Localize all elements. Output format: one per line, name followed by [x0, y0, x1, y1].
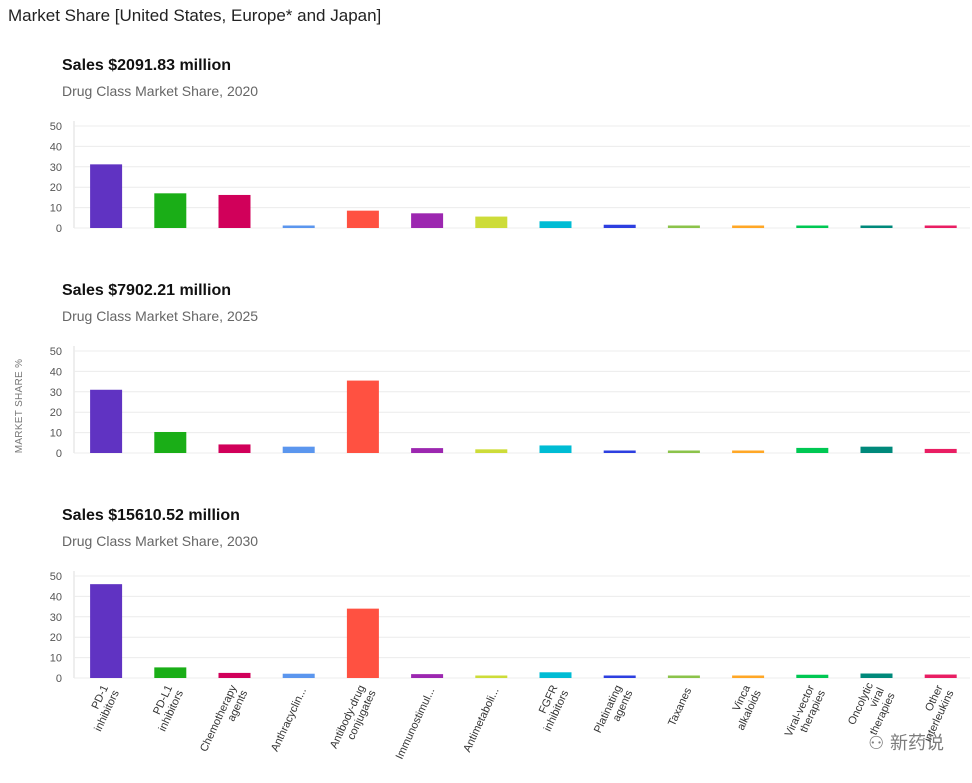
page-title: Market Share [United States, Europe* and…	[8, 6, 382, 25]
bar[interactable]	[218, 672, 251, 678]
x-tick-label: FGFRinhibitors	[531, 683, 572, 733]
bar[interactable]	[90, 164, 123, 228]
bar[interactable]	[154, 193, 187, 228]
bar[interactable]	[732, 225, 765, 229]
bar[interactable]	[411, 213, 444, 228]
bar[interactable]	[796, 447, 829, 453]
bar[interactable]	[475, 449, 508, 453]
x-tick-label: Taxanes	[666, 685, 694, 728]
bar[interactable]	[603, 224, 636, 228]
y-tick-label: 0	[56, 673, 62, 685]
x-tick-label: Antibody-drugconjugates	[328, 683, 379, 756]
y-tick-label: 10	[50, 653, 62, 665]
bar[interactable]	[346, 210, 379, 228]
y-tick-label: 30	[50, 612, 62, 624]
x-tick-label: Vincaalkaloids	[724, 683, 764, 733]
y-tick-label: 40	[50, 141, 62, 153]
y-tick-label: 0	[56, 448, 62, 460]
y-tick-label: 50	[50, 571, 62, 583]
bar[interactable]	[667, 225, 700, 229]
bar[interactable]	[732, 450, 765, 454]
bar[interactable]	[90, 389, 123, 453]
watermark-text: 新药说	[890, 733, 944, 754]
bar[interactable]	[539, 445, 572, 453]
bar[interactable]	[539, 221, 572, 228]
y-tick-label: 10	[50, 428, 62, 440]
bar[interactable]	[924, 225, 957, 229]
x-tick-label: PD-1inhibitors	[82, 683, 123, 733]
bar[interactable]	[411, 674, 444, 678]
bar[interactable]	[603, 450, 636, 454]
x-tick-label: Antimetaboli...	[461, 686, 501, 754]
x-tick-label: Chemotherapyagents	[198, 683, 250, 759]
panel-2-title: Sales $7902.21 million	[62, 282, 231, 299]
bar[interactable]	[154, 431, 187, 453]
y-tick-label: 20	[50, 632, 62, 644]
bar[interactable]	[346, 608, 379, 678]
bar[interactable]	[411, 448, 444, 453]
bar[interactable]	[218, 194, 251, 228]
x-tick-label: Viral-vectortherapies	[783, 683, 828, 744]
bar[interactable]	[667, 675, 700, 679]
x-tick-label: Platinatingagents	[592, 683, 636, 740]
panel-2-subtitle: Drug Class Market Share, 2025	[62, 308, 259, 324]
bar[interactable]	[346, 380, 379, 453]
panel-1-subtitle: Drug Class Market Share, 2020	[62, 83, 259, 99]
bar[interactable]	[860, 673, 893, 678]
bar[interactable]	[539, 672, 572, 678]
y-tick-label: 50	[50, 346, 62, 358]
x-tick-label-line: Antimetaboli...	[461, 686, 501, 754]
bar[interactable]	[475, 216, 508, 228]
y-tick-label: 40	[50, 591, 62, 603]
bar[interactable]	[924, 448, 957, 453]
y-tick-label: 30	[50, 387, 62, 399]
x-tick-label-line: Immunostimul...	[394, 686, 438, 761]
bar[interactable]	[860, 225, 893, 229]
panel-1-title: Sales $2091.83 million	[62, 57, 231, 74]
x-tick-label-line: Taxanes	[666, 685, 694, 728]
bar[interactable]	[667, 450, 700, 454]
bar[interactable]	[282, 446, 315, 453]
y-tick-label: 0	[56, 223, 62, 235]
x-tick-label: Immunostimul...	[394, 686, 438, 761]
bar[interactable]	[90, 584, 123, 678]
y-tick-label: 30	[50, 162, 62, 174]
bar[interactable]	[796, 674, 829, 678]
bar[interactable]	[603, 675, 636, 679]
bar[interactable]	[154, 667, 187, 678]
x-tick-label-line: Anthracyclin...	[269, 686, 309, 754]
watermark: ⚇ 新药说	[868, 729, 944, 755]
bar[interactable]	[924, 674, 957, 678]
x-tick-label: Anthracyclin...	[269, 686, 309, 754]
bar[interactable]	[796, 225, 829, 229]
wechat-icon: ⚇	[868, 733, 885, 754]
bar[interactable]	[860, 446, 893, 453]
bar[interactable]	[732, 675, 765, 679]
x-tick-label: PD-L1inhibitors	[146, 683, 187, 733]
y-tick-label: 20	[50, 182, 62, 194]
bar[interactable]	[475, 675, 508, 679]
y-tick-label: 50	[50, 121, 62, 133]
bar[interactable]	[282, 225, 315, 229]
panel-3-subtitle: Drug Class Market Share, 2030	[62, 533, 259, 549]
y-axis-label: MARKET SHARE %	[14, 359, 25, 454]
y-tick-label: 10	[50, 203, 62, 215]
bar[interactable]	[282, 673, 315, 678]
bar[interactable]	[218, 444, 251, 453]
panel-3-title: Sales $15610.52 million	[62, 507, 240, 524]
y-tick-label: 40	[50, 366, 62, 378]
y-tick-label: 20	[50, 407, 62, 419]
